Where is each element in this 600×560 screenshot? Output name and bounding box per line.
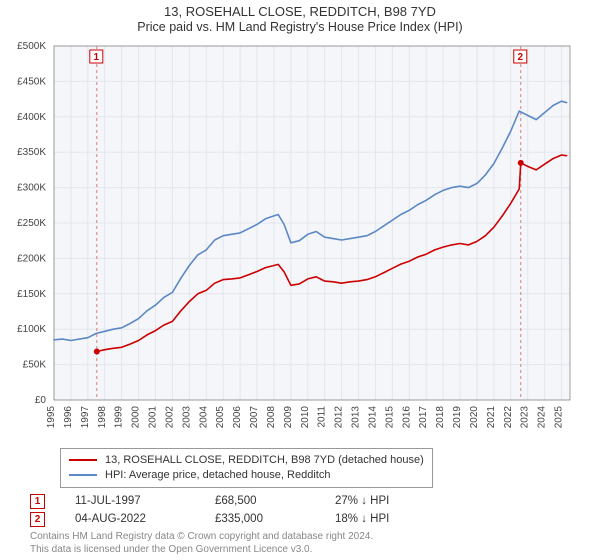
sale-hpi: 18% ↓ HPI: [335, 513, 455, 525]
svg-text:1: 1: [94, 52, 100, 63]
svg-text:2004: 2004: [198, 406, 209, 429]
svg-text:2022: 2022: [503, 406, 514, 429]
svg-text:2024: 2024: [537, 406, 548, 429]
legend: 13, ROSEHALL CLOSE, REDDITCH, B98 7YD (d…: [60, 448, 433, 488]
svg-text:1995: 1995: [46, 406, 57, 429]
svg-text:2008: 2008: [266, 406, 277, 429]
svg-text:2006: 2006: [232, 406, 243, 429]
svg-text:£250K: £250K: [17, 218, 46, 229]
svg-text:1997: 1997: [80, 406, 91, 429]
svg-text:2018: 2018: [435, 406, 446, 429]
svg-text:£150K: £150K: [17, 289, 46, 300]
legend-label: HPI: Average price, detached house, Redd…: [105, 468, 330, 483]
sale-date: 04-AUG-2022: [75, 513, 185, 525]
svg-text:£200K: £200K: [17, 253, 46, 264]
svg-text:£0: £0: [35, 395, 47, 406]
svg-text:£500K: £500K: [17, 41, 46, 52]
svg-text:2019: 2019: [452, 406, 463, 429]
svg-text:2017: 2017: [418, 406, 429, 429]
svg-text:2020: 2020: [469, 406, 480, 429]
svg-text:2013: 2013: [351, 406, 362, 429]
legend-swatch: [69, 459, 97, 461]
svg-text:2021: 2021: [486, 406, 497, 429]
legend-row: HPI: Average price, detached house, Redd…: [69, 468, 424, 483]
svg-text:2025: 2025: [554, 406, 565, 429]
svg-text:£50K: £50K: [23, 360, 47, 371]
legend-swatch: [69, 474, 97, 476]
legend-label: 13, ROSEHALL CLOSE, REDDITCH, B98 7YD (d…: [105, 453, 424, 468]
sale-badge: 1: [30, 494, 45, 509]
sale-badge: 2: [30, 512, 45, 527]
svg-text:£300K: £300K: [17, 183, 46, 194]
svg-text:1999: 1999: [114, 406, 125, 429]
sale-date: 11-JUL-1997: [75, 495, 185, 507]
svg-text:1996: 1996: [63, 406, 74, 429]
svg-text:2012: 2012: [334, 406, 345, 429]
svg-text:£100K: £100K: [17, 324, 46, 335]
svg-text:2005: 2005: [215, 406, 226, 429]
chart: £0 £50K £100K £150K £200K £250K £300K £350K £400…: [0, 40, 600, 440]
svg-text:2002: 2002: [164, 406, 175, 429]
svg-text:2014: 2014: [367, 406, 378, 429]
svg-text:1998: 1998: [97, 406, 108, 429]
sale-hpi: 27% ↓ HPI: [335, 495, 455, 507]
svg-text:2010: 2010: [300, 406, 311, 429]
svg-text:2009: 2009: [283, 406, 294, 429]
svg-text:£350K: £350K: [17, 147, 46, 158]
footer-line1: Contains HM Land Registry data © Crown c…: [30, 531, 373, 544]
svg-text:£400K: £400K: [17, 112, 46, 123]
legend-row: 13, ROSEHALL CLOSE, REDDITCH, B98 7YD (d…: [69, 453, 424, 468]
sale-price: £335,000: [215, 513, 305, 525]
svg-text:2001: 2001: [148, 406, 159, 429]
title-sub: Price paid vs. HM Land Registry's House …: [0, 20, 600, 36]
svg-text:2015: 2015: [384, 406, 395, 429]
sale-row: 1 11-JUL-1997 £68,500 27% ↓ HPI: [30, 492, 455, 510]
title-main: 13, ROSEHALL CLOSE, REDDITCH, B98 7YD: [0, 4, 600, 20]
footer: Contains HM Land Registry data © Crown c…: [30, 531, 373, 556]
svg-text:2023: 2023: [520, 406, 531, 429]
svg-text:2003: 2003: [181, 406, 192, 429]
sale-price: £68,500: [215, 495, 305, 507]
footer-line2: This data is licensed under the Open Gov…: [30, 544, 373, 557]
svg-text:2011: 2011: [317, 406, 328, 428]
sale-row: 2 04-AUG-2022 £335,000 18% ↓ HPI: [30, 510, 455, 528]
svg-text:2007: 2007: [249, 406, 260, 429]
sales-table: 1 11-JUL-1997 £68,500 27% ↓ HPI 2 04-AUG…: [30, 492, 455, 528]
svg-text:2000: 2000: [131, 406, 142, 429]
svg-text:2016: 2016: [401, 406, 412, 429]
svg-text:£450K: £450K: [17, 76, 46, 87]
svg-text:2: 2: [517, 52, 523, 63]
title-block: 13, ROSEHALL CLOSE, REDDITCH, B98 7YD Pr…: [0, 0, 600, 36]
chart-svg: £0 £50K £100K £150K £200K £250K £300K £350K £400…: [0, 40, 600, 440]
